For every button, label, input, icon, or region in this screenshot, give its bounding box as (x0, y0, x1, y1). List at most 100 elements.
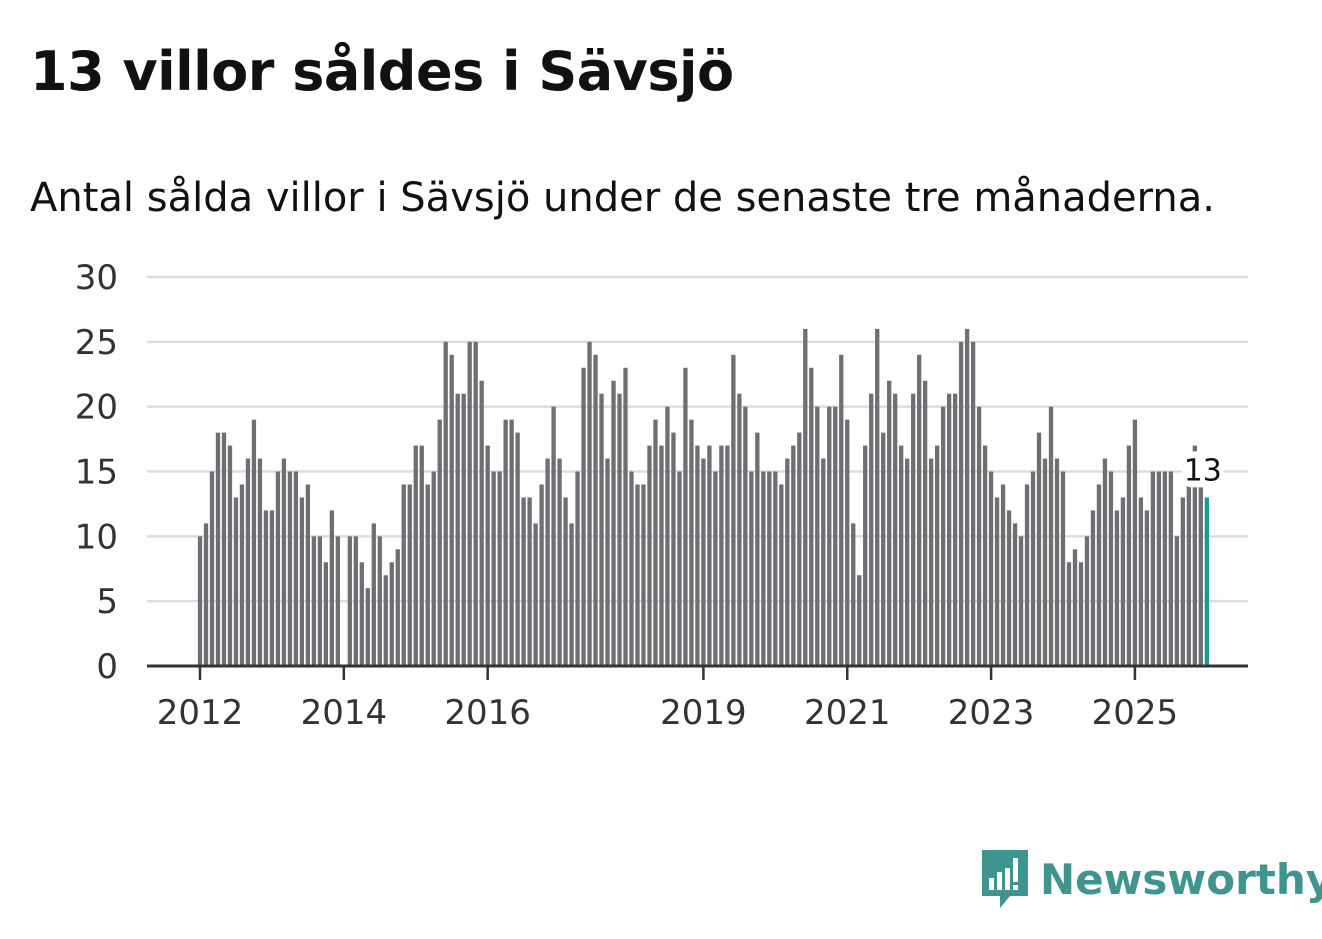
bar (767, 471, 772, 666)
y-tick-label: 10 (75, 517, 118, 557)
bar (245, 458, 251, 666)
bar (581, 367, 586, 666)
bar (593, 354, 598, 666)
bar (1132, 419, 1138, 666)
x-axis: 2012 2014 2016 2019 2021 2023 2025 (147, 664, 1248, 733)
bar (833, 406, 838, 666)
bar (1078, 562, 1084, 666)
bar (1156, 471, 1162, 666)
bar (281, 458, 287, 666)
bar (988, 471, 994, 666)
bar (695, 445, 700, 666)
bar (893, 393, 898, 666)
bar (641, 484, 646, 666)
bar (659, 445, 664, 666)
bar (359, 562, 364, 666)
bar (791, 445, 796, 666)
bar (257, 458, 263, 666)
bar (887, 380, 892, 666)
bar (923, 380, 928, 666)
x-tick-label: 2014 (301, 693, 388, 733)
bar (647, 445, 652, 666)
bar (419, 445, 424, 666)
bar (509, 419, 514, 666)
bar (467, 341, 472, 666)
y-tick-label: 20 (75, 388, 118, 428)
bar (815, 406, 820, 666)
bar (497, 471, 502, 666)
bar (353, 536, 358, 666)
newsworthy-logo-text: Newsworthy (1040, 854, 1322, 904)
bar (305, 484, 311, 666)
bar (287, 471, 293, 666)
bar (449, 354, 454, 666)
bar (425, 484, 430, 666)
x-tick-label: 2016 (444, 693, 531, 733)
bar (209, 471, 215, 666)
bar (389, 562, 394, 666)
bar (557, 458, 562, 666)
bar (1060, 471, 1066, 666)
data-labels: 13 (1181, 451, 1224, 488)
bar (731, 354, 736, 666)
bar (845, 419, 850, 666)
bar (839, 354, 844, 666)
bar (587, 341, 592, 666)
bar (1072, 549, 1078, 666)
bar (443, 341, 448, 666)
bar (623, 367, 628, 666)
bar (653, 419, 658, 666)
bar (1066, 562, 1072, 666)
bar (1048, 406, 1054, 666)
bar (1000, 484, 1006, 666)
bar (335, 536, 340, 666)
bar (1186, 458, 1191, 666)
bar (251, 419, 257, 666)
bar (1102, 458, 1108, 666)
bar (911, 393, 916, 666)
bar (677, 471, 682, 666)
bar (539, 484, 544, 666)
bar (533, 523, 538, 666)
bar (1138, 497, 1144, 666)
bar (629, 471, 634, 666)
bar (749, 471, 754, 666)
bar (521, 497, 526, 666)
bar (737, 393, 742, 666)
bar (485, 445, 490, 666)
bar (803, 328, 808, 666)
bar (455, 393, 460, 666)
bar (743, 406, 748, 666)
newsworthy-logo-icon (982, 850, 1028, 908)
x-tick-label: 2021 (804, 693, 891, 733)
bar (952, 393, 958, 666)
bar (785, 458, 790, 666)
bar (725, 445, 730, 666)
bar (1126, 445, 1132, 666)
bar (707, 445, 712, 666)
bar (563, 497, 568, 666)
bars (197, 328, 1209, 666)
bar (347, 536, 352, 666)
x-tick-label: 2019 (660, 693, 747, 733)
bar (1054, 458, 1060, 666)
bar (395, 549, 400, 666)
bar (1150, 471, 1156, 666)
bar (1042, 458, 1048, 666)
bar (1144, 510, 1150, 666)
bar (779, 484, 784, 666)
newsworthy-logo: Newsworthy (980, 848, 1322, 910)
bar (689, 419, 694, 666)
bar (1096, 484, 1102, 666)
bar (958, 341, 964, 666)
bar (227, 445, 233, 666)
bar (1108, 471, 1114, 666)
bar (413, 445, 418, 666)
bar (755, 432, 760, 666)
bar (1012, 523, 1018, 666)
bar (473, 341, 478, 666)
chart-subtitle: Antal sålda villor i Sävsjö under de sen… (30, 175, 1215, 221)
bar (551, 406, 556, 666)
bar (899, 445, 904, 666)
y-tick-label: 5 (96, 582, 118, 622)
